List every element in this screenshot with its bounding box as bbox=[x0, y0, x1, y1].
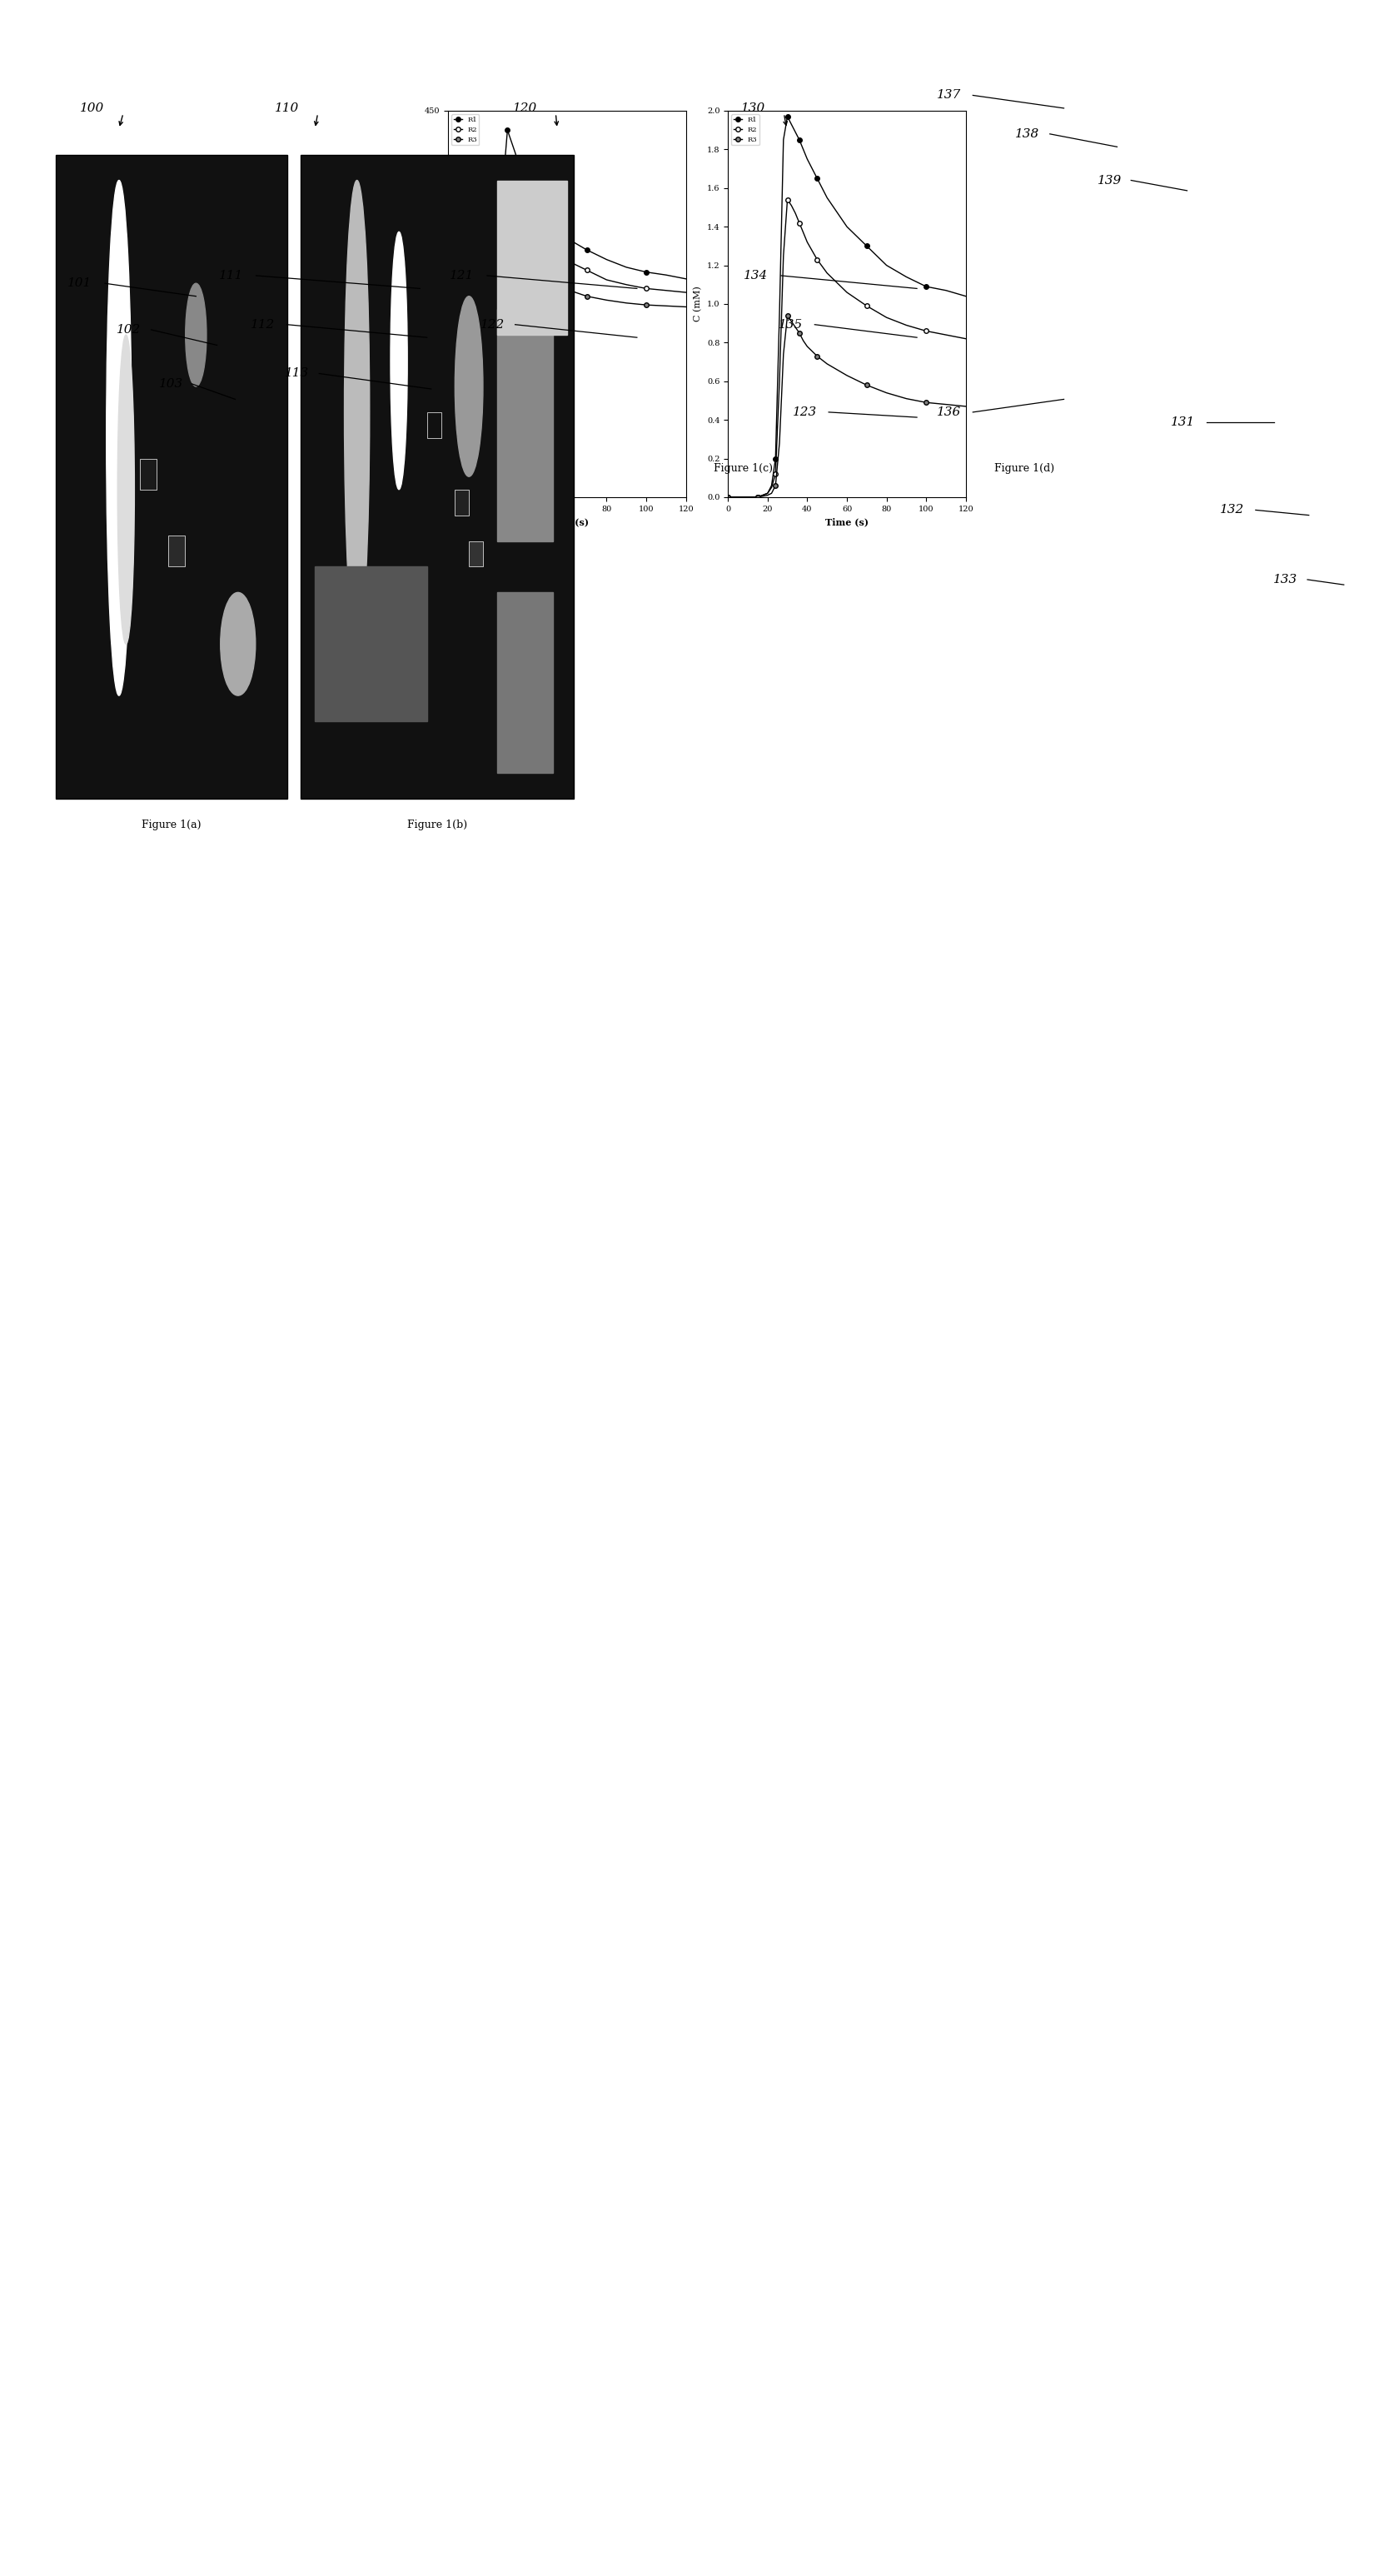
Text: 101: 101 bbox=[67, 278, 92, 289]
X-axis label: Time (s): Time (s) bbox=[825, 518, 867, 526]
Ellipse shape bbox=[220, 592, 255, 696]
Text: 111: 111 bbox=[218, 270, 243, 281]
Text: 136: 136 bbox=[936, 407, 961, 417]
Text: 121: 121 bbox=[449, 270, 474, 281]
Text: 133: 133 bbox=[1272, 574, 1297, 585]
Text: 102: 102 bbox=[116, 325, 141, 335]
Ellipse shape bbox=[390, 232, 407, 489]
Text: 123: 123 bbox=[792, 407, 817, 417]
Text: 112: 112 bbox=[250, 319, 276, 330]
Ellipse shape bbox=[344, 180, 369, 644]
Text: 130: 130 bbox=[740, 103, 765, 113]
Bar bbox=[497, 309, 553, 541]
Text: Figure 1(b): Figure 1(b) bbox=[407, 819, 467, 829]
Text: Figure 1(a): Figure 1(a) bbox=[141, 819, 201, 829]
X-axis label: Time (s): Time (s) bbox=[546, 518, 588, 526]
Bar bbox=[469, 541, 483, 567]
Bar bbox=[315, 567, 427, 721]
Text: 122: 122 bbox=[480, 319, 505, 330]
Text: 138: 138 bbox=[1014, 129, 1039, 139]
Text: 137: 137 bbox=[936, 90, 961, 100]
Text: 139: 139 bbox=[1097, 175, 1122, 185]
Legend: R1, R2, R3: R1, R2, R3 bbox=[450, 113, 478, 144]
Y-axis label: C (mM): C (mM) bbox=[693, 286, 702, 322]
Legend: R1, R2, R3: R1, R2, R3 bbox=[730, 113, 758, 144]
Bar bbox=[168, 536, 185, 567]
Ellipse shape bbox=[185, 283, 207, 386]
Text: 135: 135 bbox=[778, 319, 803, 330]
Text: Figure 1(d): Figure 1(d) bbox=[993, 464, 1053, 474]
Ellipse shape bbox=[106, 180, 132, 696]
Text: 113: 113 bbox=[284, 368, 309, 379]
Bar bbox=[455, 489, 469, 515]
Text: 134: 134 bbox=[743, 270, 768, 281]
Text: 132: 132 bbox=[1219, 505, 1244, 515]
Ellipse shape bbox=[118, 335, 134, 644]
Bar bbox=[497, 180, 567, 335]
Ellipse shape bbox=[455, 296, 483, 477]
Bar bbox=[497, 592, 553, 773]
Text: 131: 131 bbox=[1170, 417, 1195, 428]
Text: 120: 120 bbox=[512, 103, 537, 113]
Text: 100: 100 bbox=[80, 103, 105, 113]
Bar bbox=[140, 459, 157, 489]
Bar bbox=[427, 412, 441, 438]
Bar bbox=[56, 155, 287, 799]
Text: 110: 110 bbox=[274, 103, 299, 113]
Y-axis label: Signal (a.u.): Signal (a.u.) bbox=[411, 276, 420, 332]
Bar bbox=[301, 155, 574, 799]
Text: 103: 103 bbox=[158, 379, 183, 389]
Text: Figure 1(c): Figure 1(c) bbox=[713, 464, 772, 474]
